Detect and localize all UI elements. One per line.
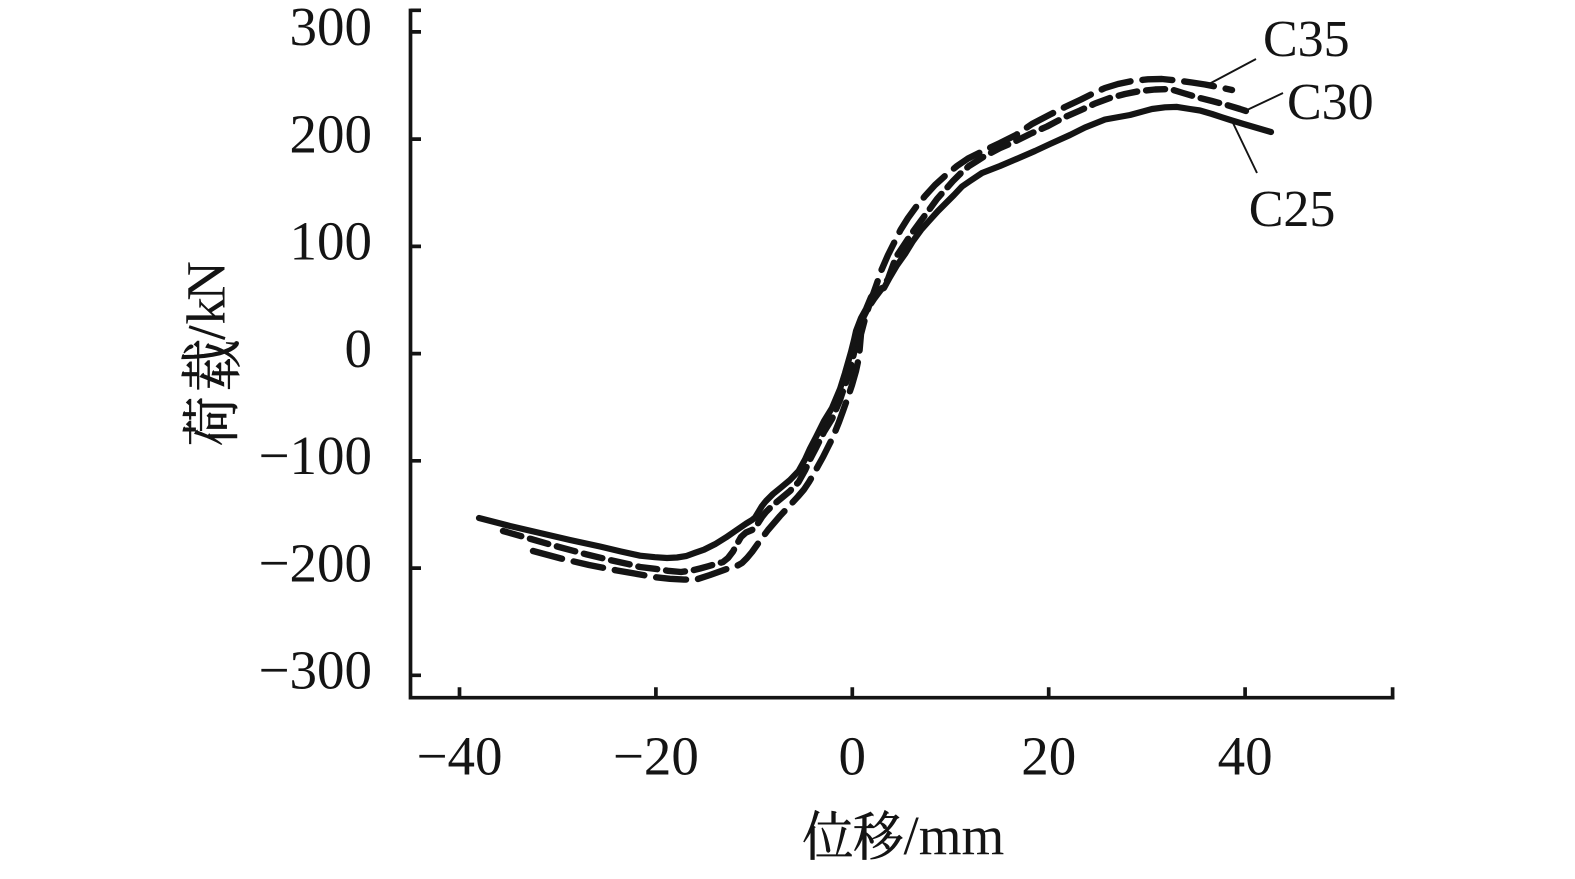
svg-text:C35: C35	[1263, 11, 1350, 68]
svg-text:−40: −40	[416, 726, 502, 787]
svg-text:N: N	[176, 261, 237, 301]
svg-text:k: k	[176, 297, 237, 325]
svg-text:0: 0	[839, 726, 867, 787]
svg-text:−100: −100	[258, 425, 372, 486]
svg-text:C25: C25	[1249, 181, 1336, 238]
svg-text:0: 0	[345, 318, 373, 379]
svg-text:300: 300	[290, 0, 373, 57]
svg-text:−20: −20	[613, 726, 699, 787]
svg-text:C30: C30	[1287, 74, 1374, 131]
svg-text:−300: −300	[258, 640, 372, 701]
svg-text:−200: −200	[258, 532, 372, 593]
svg-text:/mm: /mm	[904, 805, 1005, 866]
svg-text:20: 20	[1021, 726, 1076, 787]
svg-text:100: 100	[290, 211, 373, 272]
svg-text:40: 40	[1218, 726, 1273, 787]
svg-text:200: 200	[290, 103, 373, 164]
